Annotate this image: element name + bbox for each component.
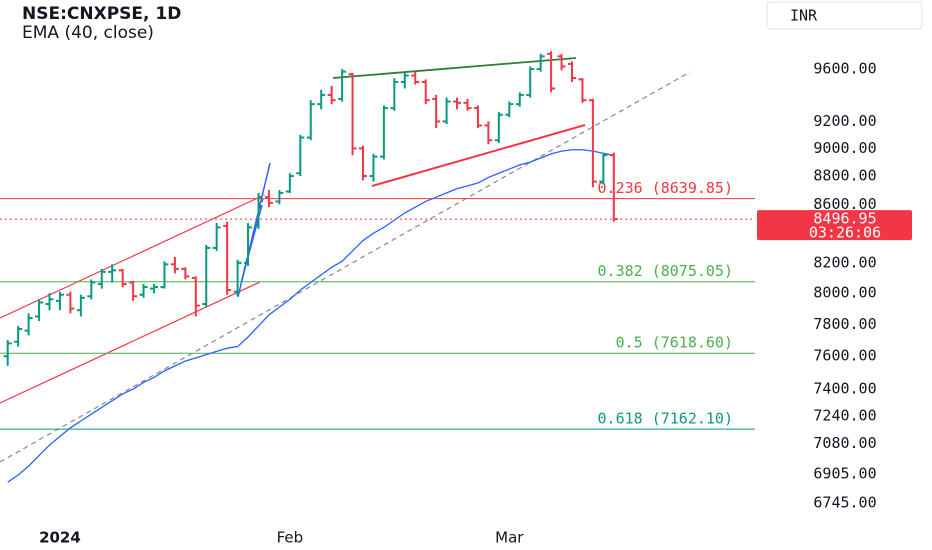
countdown: 03:26:06 bbox=[809, 224, 881, 242]
y-tick-label: 6745.00 bbox=[813, 493, 876, 511]
price-tag bbox=[757, 210, 912, 241]
fib-label: 0.5 (7618.60) bbox=[616, 334, 733, 352]
fib-label: 0.618 (7162.10) bbox=[598, 410, 733, 428]
fib-label: 0.236 (8639.85) bbox=[598, 179, 733, 197]
wedge-line bbox=[332, 57, 577, 79]
y-tick-label: 7400.00 bbox=[813, 380, 876, 398]
y-tick-label: 7240.00 bbox=[813, 406, 876, 424]
currency-box[interactable] bbox=[766, 1, 923, 30]
y-tick-label: 8200.00 bbox=[813, 253, 876, 271]
y-tick-label: 8800.00 bbox=[813, 167, 876, 185]
currency[interactable]: INR bbox=[790, 7, 818, 25]
y-tick-label: 7800.00 bbox=[813, 315, 876, 333]
y-tick-label: 7080.00 bbox=[813, 434, 876, 452]
y-tick-label: 7600.00 bbox=[813, 347, 876, 365]
price-label: 8496.95 bbox=[813, 210, 876, 228]
chart-subtitle: EMA (40, close) bbox=[22, 23, 154, 43]
x-tick-label: 2024 bbox=[39, 529, 81, 547]
y-tick-label: 9000.00 bbox=[813, 139, 876, 157]
x-tick-label: Mar bbox=[495, 529, 524, 547]
flag-line bbox=[243, 194, 265, 271]
x-tick-label: Feb bbox=[277, 529, 304, 547]
y-tick-label: 8000.00 bbox=[813, 284, 876, 302]
trend-line bbox=[0, 71, 691, 463]
y-tick-label: 6905.00 bbox=[813, 465, 876, 483]
ema-line bbox=[7, 149, 614, 483]
fib-label: 0.382 (8075.05) bbox=[598, 262, 733, 280]
wedge-line bbox=[371, 124, 586, 187]
y-tick-label: 8600.00 bbox=[813, 195, 876, 213]
y-tick-label: 9200.00 bbox=[813, 112, 876, 130]
channel-line bbox=[0, 281, 261, 404]
chart-title: NSE:CNXPSE, 1D bbox=[22, 4, 181, 24]
channel-line bbox=[0, 195, 263, 319]
y-tick-label: 9600.00 bbox=[813, 60, 876, 78]
